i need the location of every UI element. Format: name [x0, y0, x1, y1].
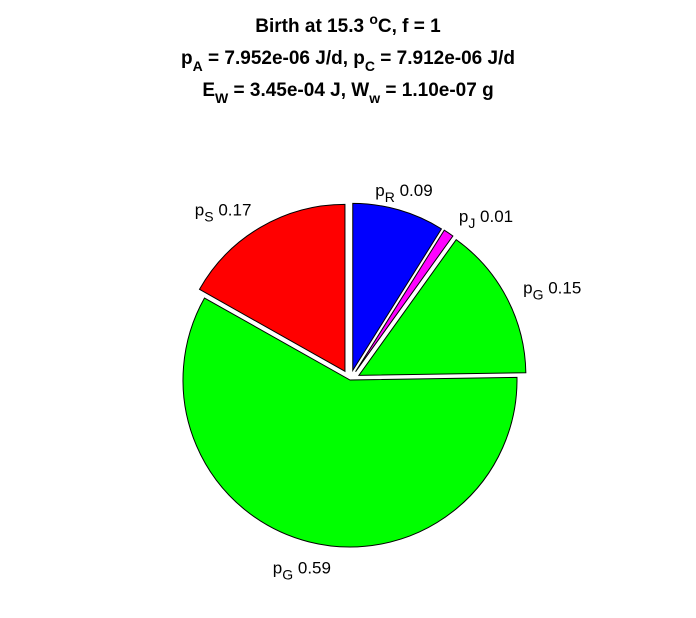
label-sub: S	[204, 208, 213, 224]
title-run: = 3.45e-04 J, W	[228, 80, 369, 101]
chart-title: Birth at 15.3 oC, f = 1	[255, 11, 441, 37]
title-run: p	[181, 48, 193, 69]
chart-title: pA = 7.952e-06 J/d, pC = 7.912e-06 J/d	[181, 48, 515, 74]
label-sub: R	[385, 189, 395, 205]
label-value: 0.59	[293, 559, 331, 578]
slice-label: pG 0.59	[273, 559, 331, 582]
slice-label: pG 0.15	[523, 279, 581, 302]
slice-label: pR 0.09	[375, 182, 432, 205]
title-run: = 7.952e-06 J/d, p	[203, 48, 365, 69]
label-sub: J	[468, 214, 475, 230]
pie-slice	[198, 203, 346, 373]
title-run: C, f = 1	[378, 16, 441, 37]
title-run: = 1.10e-07 g	[380, 80, 494, 101]
label-name: p	[273, 559, 282, 578]
label-value: 0.17	[214, 201, 252, 220]
label-name: p	[375, 182, 384, 201]
label-value: 0.09	[395, 182, 433, 201]
pie-slice	[182, 297, 518, 548]
label-sub: G	[282, 566, 293, 582]
title-run: C	[365, 58, 375, 74]
label-value: 0.15	[543, 279, 581, 298]
title-run: A	[193, 58, 203, 74]
slice-label: pJ 0.01	[459, 207, 513, 230]
label-value: 0.01	[475, 207, 513, 226]
title-run: o	[369, 11, 378, 27]
label-name: p	[459, 207, 468, 226]
label-sub: G	[533, 286, 544, 302]
title-run: w	[368, 90, 380, 106]
chart-title: EW = 3.45e-04 J, Ww = 1.10e-07 g	[202, 80, 493, 106]
label-name: p	[195, 201, 204, 220]
title-run: E	[202, 80, 215, 101]
title-run: Birth at 15.3	[255, 16, 369, 37]
pie-slice	[355, 229, 454, 372]
title-run: = 7.912e-06 J/d	[375, 48, 515, 69]
title-run: W	[215, 90, 229, 106]
slice-label: pS 0.17	[195, 201, 252, 224]
label-name: p	[523, 279, 532, 298]
pie-slice	[357, 238, 527, 376]
pie-slice	[352, 202, 443, 373]
